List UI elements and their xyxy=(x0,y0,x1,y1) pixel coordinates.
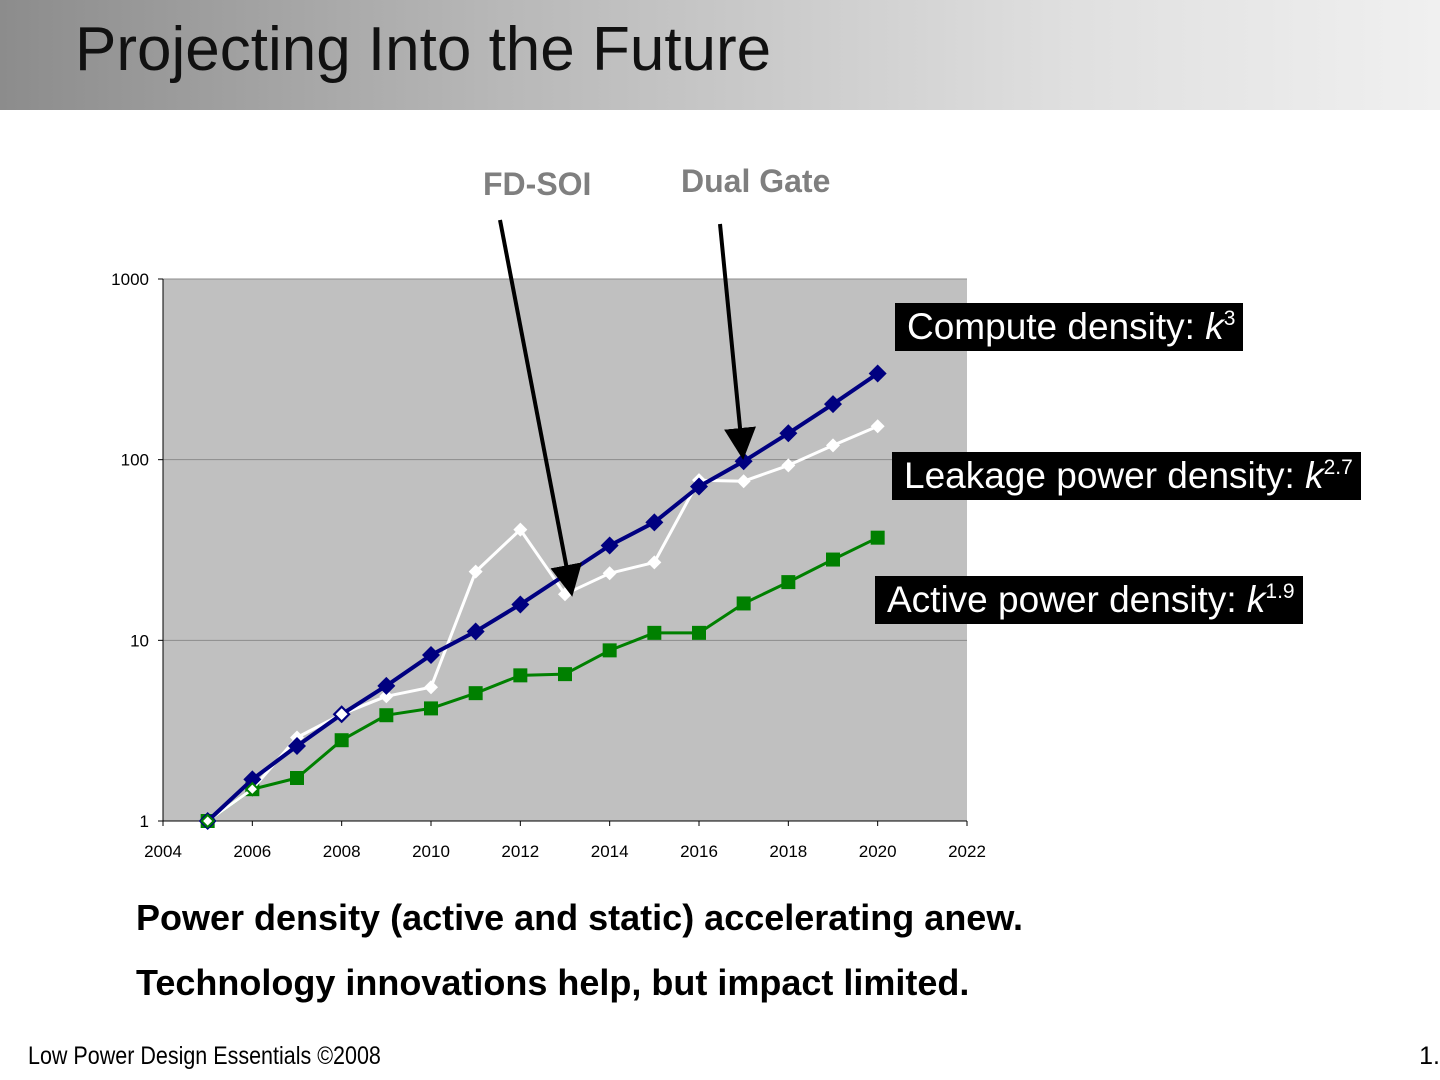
compute-line xyxy=(206,371,879,823)
leakage-point xyxy=(468,564,483,579)
active-line xyxy=(206,536,879,823)
compute-point xyxy=(511,595,530,614)
compute-point xyxy=(690,477,708,496)
leakage-point xyxy=(870,419,885,434)
leakage-point xyxy=(647,555,662,570)
compute-point xyxy=(645,513,664,532)
active-point xyxy=(558,667,572,682)
active-density-text: Active power density: xyxy=(887,579,1247,620)
leakage-point xyxy=(781,458,796,473)
leakage-density-var: k xyxy=(1305,455,1324,496)
bullet-2: Technology innovations help, but impact … xyxy=(136,962,970,1003)
compute-point xyxy=(600,536,619,555)
footer-copyright: Low Power Design Essentials ©2008 xyxy=(28,1042,381,1070)
compute-point xyxy=(243,770,262,789)
y-tick-label: 10 xyxy=(130,631,149,650)
active-density-exp: 1.9 xyxy=(1265,580,1295,603)
x-tick-label: 2010 xyxy=(412,842,450,861)
dual-gate-label: Dual Gate xyxy=(681,163,831,199)
active-point xyxy=(692,625,706,640)
y-tick-label: 1 xyxy=(140,812,149,831)
leakage-point xyxy=(602,566,617,581)
x-tick-label: 2008 xyxy=(323,842,361,861)
compute-density-label: Compute density: k3 xyxy=(895,303,1244,351)
active-point xyxy=(781,575,796,590)
overlap-point xyxy=(200,813,216,829)
compute-point xyxy=(824,395,842,414)
active-point xyxy=(468,686,483,701)
leakage-density-text: Leakage power density: xyxy=(904,455,1306,496)
active-point xyxy=(736,596,751,611)
active-point xyxy=(424,701,438,716)
leakage-line xyxy=(206,424,879,823)
fdsoi-label: FD-SOI xyxy=(483,166,592,202)
y-tick-label: 100 xyxy=(121,451,149,470)
active-series xyxy=(200,530,885,828)
x-tick-label: 2022 xyxy=(948,842,986,861)
x-tick-label: 2004 xyxy=(144,842,182,861)
active-point xyxy=(647,625,662,640)
active-point xyxy=(513,668,528,683)
compute-point xyxy=(288,737,306,756)
active-density-var: k xyxy=(1246,579,1266,620)
x-tick-label: 2016 xyxy=(680,842,718,861)
active-point xyxy=(602,643,617,658)
compute-density-text: Compute density: xyxy=(907,306,1206,347)
compute-point xyxy=(466,622,485,641)
x-tick-label: 2006 xyxy=(233,842,271,861)
compute-point xyxy=(422,645,440,664)
overlap-point xyxy=(244,781,260,797)
leakage-point xyxy=(513,522,528,537)
compute-point xyxy=(779,424,798,443)
active-point xyxy=(334,733,349,748)
gridlines xyxy=(163,278,967,641)
compute-density-var: k xyxy=(1205,306,1224,347)
x-tick-label: 2020 xyxy=(859,842,897,861)
leakage-point xyxy=(379,689,394,704)
active-point xyxy=(870,530,885,545)
x-tick-label: 2014 xyxy=(591,842,629,861)
leakage-density-label: Leakage power density: k2.7 xyxy=(892,452,1361,500)
overlap-point xyxy=(333,706,350,723)
active-density-label: Active power density: k1.9 xyxy=(875,576,1303,624)
compute-point xyxy=(868,364,887,383)
compute-point xyxy=(377,676,396,695)
leakage-point xyxy=(736,474,751,489)
active-point xyxy=(290,770,304,785)
leakage-point xyxy=(424,680,438,695)
leakage-density-exp: 2.7 xyxy=(1323,456,1353,479)
x-tick-label: 2018 xyxy=(769,842,807,861)
y-tick-label: 1000 xyxy=(111,270,149,289)
dual-gate-arrow xyxy=(718,223,756,460)
active-point xyxy=(826,552,840,567)
slide-title: Projecting Into the Future xyxy=(75,15,772,84)
leakage-point xyxy=(826,438,840,453)
x-tick-label: 2012 xyxy=(501,842,539,861)
title-bar: Projecting Into the Future xyxy=(0,0,1440,110)
slide-number: 1. xyxy=(1419,1042,1440,1070)
active-point xyxy=(379,708,394,723)
fdsoi-arrow xyxy=(498,219,582,597)
bullet-1: Power density (active and static) accele… xyxy=(136,897,1023,938)
compute-density-exp: 3 xyxy=(1223,307,1236,330)
axes: 1 10 100 1000 2004 2006 2008 2010 2012 2014 2016 20… xyxy=(111,270,986,861)
